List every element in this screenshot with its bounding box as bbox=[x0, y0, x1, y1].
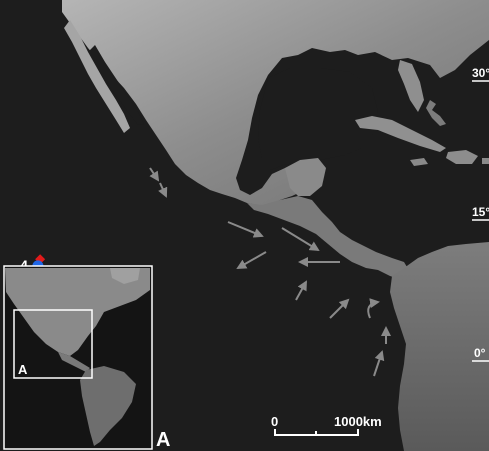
inset-greenland bbox=[110, 268, 140, 284]
florida bbox=[398, 60, 424, 112]
current-arrow bbox=[236, 251, 267, 269]
inset-north-america bbox=[5, 268, 150, 356]
scale-start-label: 0 bbox=[271, 414, 278, 429]
central-america bbox=[247, 196, 410, 280]
south-america-landmass bbox=[390, 242, 489, 451]
current-arrow bbox=[149, 167, 160, 182]
gulf-of-mexico bbox=[258, 68, 378, 170]
gulf-of-california bbox=[88, 45, 144, 125]
ocean-currents bbox=[149, 167, 391, 377]
site-label: 4 bbox=[20, 257, 28, 273]
current-arrow bbox=[158, 182, 168, 198]
latitude-label-15: 15° bbox=[472, 205, 489, 219]
current-arrow bbox=[295, 280, 307, 301]
panel-label: A bbox=[156, 429, 170, 451]
inset-south-america bbox=[80, 366, 136, 446]
current-arrow bbox=[227, 221, 264, 238]
current-arrow bbox=[367, 298, 380, 319]
jamaica bbox=[410, 158, 428, 166]
scale-bar: 0 1000km bbox=[271, 414, 382, 436]
yucatan bbox=[285, 158, 326, 196]
north-america-landmass bbox=[62, 0, 489, 206]
latitude-label-0: 0° bbox=[474, 346, 486, 360]
bahamas bbox=[426, 100, 446, 126]
cuba bbox=[355, 116, 446, 152]
hispaniola bbox=[446, 150, 478, 164]
inset-region-box bbox=[13, 309, 93, 379]
inset-map: A A bbox=[3, 265, 170, 451]
scale-end-label: 1000km bbox=[334, 414, 382, 429]
current-arrow bbox=[281, 227, 320, 252]
current-arrow bbox=[329, 298, 350, 319]
current-arrow bbox=[373, 350, 385, 377]
inset-box-label: A bbox=[18, 362, 28, 377]
latitude-label-30: 30° bbox=[472, 66, 489, 80]
baja-california bbox=[64, 20, 130, 133]
inset-central-america bbox=[58, 352, 90, 372]
puerto-rico bbox=[482, 158, 489, 164]
